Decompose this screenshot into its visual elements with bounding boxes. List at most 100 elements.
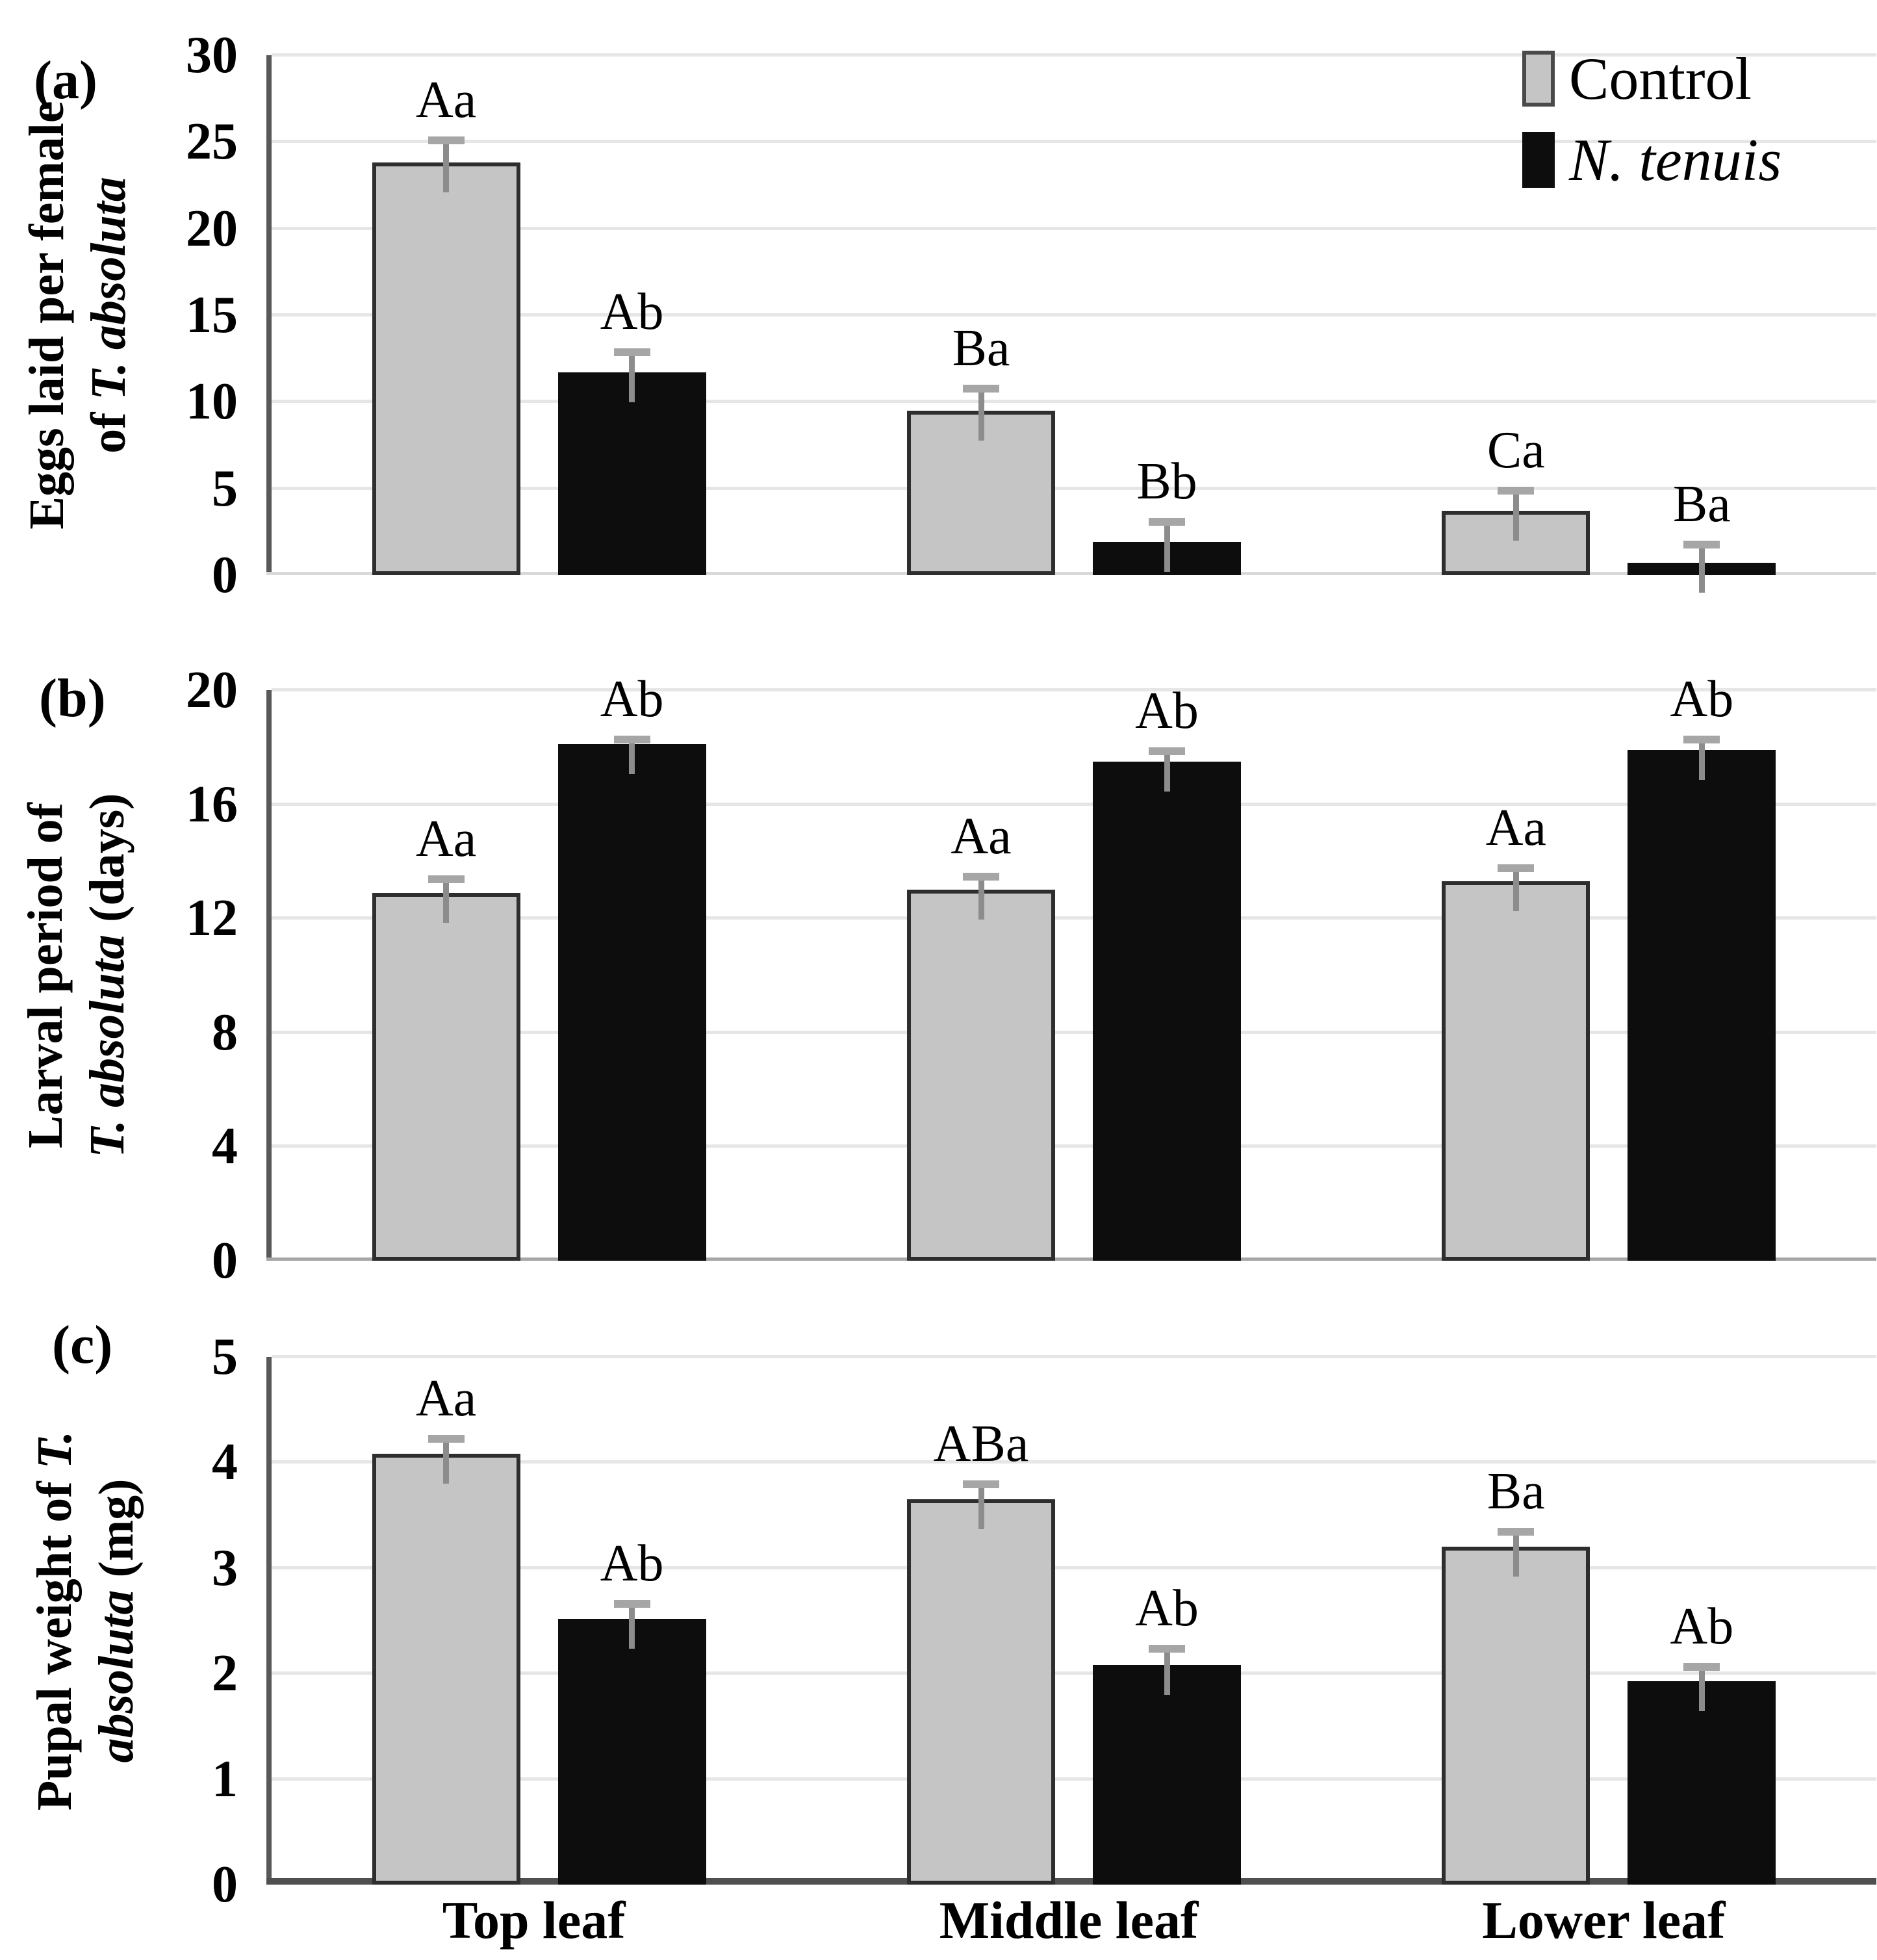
error-bar-cap bbox=[963, 1480, 999, 1489]
error-bar-cap bbox=[963, 872, 999, 881]
gridline bbox=[272, 1566, 1876, 1569]
significance-label: Aa bbox=[416, 71, 477, 129]
gridline bbox=[272, 486, 1876, 490]
gridline bbox=[272, 1144, 1876, 1148]
bar-control bbox=[1442, 1547, 1590, 1885]
error-bar-line bbox=[1164, 518, 1170, 573]
significance-label: Bb bbox=[1136, 453, 1197, 510]
error-bar-cap bbox=[428, 875, 465, 884]
y-tick-label: 12 bbox=[186, 890, 238, 948]
error-bar-line bbox=[978, 1480, 984, 1530]
bar-control bbox=[907, 1499, 1055, 1885]
error-bar-line bbox=[1164, 1645, 1170, 1696]
legend-item: Control bbox=[1522, 47, 1781, 110]
gridline bbox=[272, 1460, 1876, 1464]
y-tick-label: 0 bbox=[212, 1856, 238, 1913]
gridline bbox=[272, 1777, 1876, 1781]
bar-control bbox=[907, 890, 1055, 1261]
gridline bbox=[272, 916, 1876, 920]
x-axis-line bbox=[266, 1878, 1876, 1885]
error-bar-cap bbox=[613, 348, 650, 356]
panel-c-plot: Aa Ab ABa Ab Ba Ab bbox=[266, 1355, 1876, 1885]
significance-label: Aa bbox=[1485, 799, 1546, 857]
y-tick-label: 3 bbox=[212, 1539, 238, 1597]
significance-label: Ba bbox=[952, 319, 1010, 377]
y-tick-label: 8 bbox=[212, 1003, 238, 1061]
error-bar-line bbox=[1164, 747, 1170, 792]
x-category-label: Lower leaf bbox=[1482, 1890, 1726, 1950]
error-bar-cap bbox=[1149, 1645, 1185, 1653]
y-tick-label: 0 bbox=[212, 1232, 238, 1289]
gridline bbox=[272, 802, 1876, 806]
bar-control bbox=[1442, 881, 1590, 1261]
error-bar-cap bbox=[428, 136, 465, 145]
gridline bbox=[272, 226, 1876, 230]
y-tick-label: 15 bbox=[186, 287, 238, 344]
gridline bbox=[272, 1030, 1876, 1034]
error-bar-cap bbox=[963, 384, 999, 393]
bar-control bbox=[372, 162, 520, 575]
bar-control bbox=[372, 892, 520, 1261]
significance-label: Aa bbox=[951, 807, 1012, 865]
error-bar-cap bbox=[613, 1599, 650, 1608]
panel-a-plot: Aa Ab Ba Bb Ca Ba Control N. tenuis bbox=[266, 47, 1876, 593]
error-bar-cap bbox=[1149, 747, 1185, 755]
legend-swatch-control bbox=[1522, 51, 1555, 107]
significance-label: ABa bbox=[933, 1415, 1029, 1473]
bar-control bbox=[372, 1454, 520, 1885]
error-bar-line bbox=[443, 875, 450, 923]
bar-treatment bbox=[1093, 1665, 1241, 1885]
error-bar-cap bbox=[1498, 1528, 1535, 1536]
significance-label: Ab bbox=[1135, 682, 1199, 740]
y-tick-label: 30 bbox=[186, 27, 238, 84]
bar-treatment bbox=[1628, 1681, 1776, 1885]
y-tick-label: 2 bbox=[212, 1645, 238, 1703]
error-bar-line bbox=[443, 136, 450, 193]
error-bar-line bbox=[978, 872, 984, 920]
y-tick-label: 5 bbox=[212, 1328, 238, 1386]
bar-treatment bbox=[1093, 761, 1241, 1261]
x-category-label: Middle leaf bbox=[939, 1890, 1199, 1950]
error-bar-cap bbox=[1498, 864, 1535, 872]
gridline bbox=[272, 140, 1876, 144]
bar-treatment bbox=[557, 372, 706, 575]
significance-label: Ab bbox=[600, 283, 664, 341]
legend-swatch-treatment bbox=[1522, 131, 1555, 188]
error-bar-line bbox=[1698, 736, 1705, 780]
x-axis-line bbox=[266, 1257, 1876, 1261]
panel-b-plot: Aa Ab Aa Ab Aa Ab bbox=[266, 673, 1876, 1261]
y-axis-title: Pupal weight of T. absoluta (mg) bbox=[27, 1430, 144, 1811]
error-bar-line bbox=[443, 1435, 450, 1484]
y-tick-label: 10 bbox=[186, 373, 238, 431]
error-bar-line bbox=[978, 384, 984, 441]
y-axis-title: Eggs laid per female of T. absoluta bbox=[19, 101, 136, 530]
error-bar-line bbox=[629, 736, 635, 775]
gridline bbox=[272, 400, 1876, 404]
gridline bbox=[272, 1355, 1876, 1358]
y-axis-title: Larval period of T. absoluta (days) bbox=[18, 793, 134, 1158]
error-bar-line bbox=[1513, 1528, 1519, 1577]
y-tick-label: 5 bbox=[212, 459, 238, 517]
error-bar-cap bbox=[1498, 487, 1535, 495]
legend-item: N. tenuis bbox=[1522, 128, 1781, 192]
panel-a: (a) Aa Ab Ba Bb Ca Ba Control N. tenuis 0 5 10 15 2… bbox=[0, 0, 1877, 601]
legend-label: Control bbox=[1569, 45, 1752, 112]
y-tick-label: 20 bbox=[186, 200, 238, 257]
panel-a-letter: (a) bbox=[34, 50, 97, 110]
significance-label: Ab bbox=[600, 1534, 664, 1592]
y-tick-label: 16 bbox=[186, 775, 238, 833]
error-bar-cap bbox=[428, 1435, 465, 1443]
y-tick-label: 25 bbox=[186, 113, 238, 171]
x-axis-labels: Top leaf Middle leaf Lower leaf bbox=[0, 1885, 1877, 1960]
error-bar-line bbox=[1698, 1662, 1705, 1711]
legend: Control N. tenuis bbox=[1522, 47, 1781, 209]
y-tick-label: 4 bbox=[212, 1434, 238, 1491]
significance-label: Ab bbox=[1670, 671, 1734, 729]
gridline bbox=[272, 1671, 1876, 1675]
gridline bbox=[272, 688, 1876, 691]
gridline bbox=[272, 53, 1876, 57]
panel-c: (c) Aa Ab ABa Ab Ba Ab 0 1 2 3 4 5 Pupal weight of … bbox=[0, 1261, 1877, 1911]
error-bar-cap bbox=[1149, 518, 1185, 526]
x-axis-line bbox=[266, 572, 1876, 575]
error-bar-line bbox=[1513, 487, 1519, 541]
